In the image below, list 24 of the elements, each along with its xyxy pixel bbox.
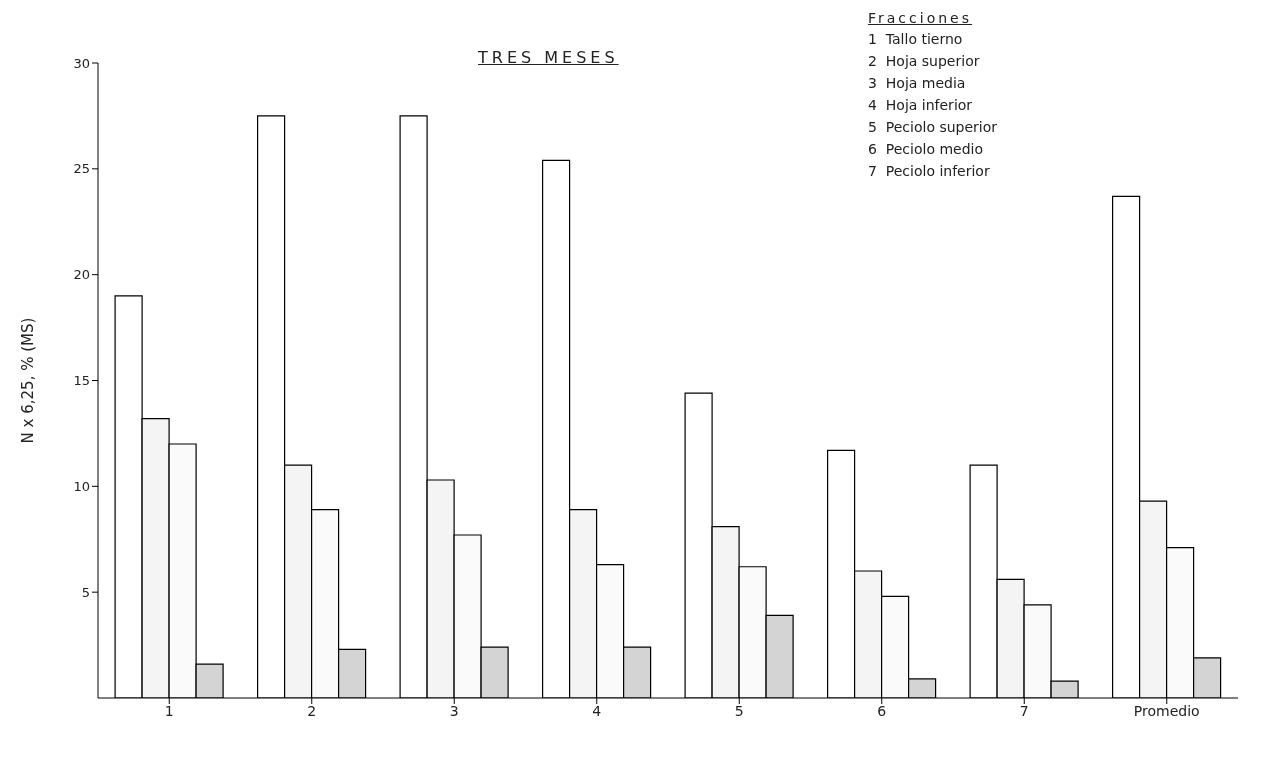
y-axis-title: N x 6,25, % (MS) xyxy=(19,317,38,444)
y-tick-label: 30 xyxy=(73,55,90,71)
x-tick-label: 4 xyxy=(592,702,602,719)
y-tick-label: 25 xyxy=(73,161,90,177)
annotation: 3 Hoja media xyxy=(868,74,967,93)
chart-title: TRES MESES xyxy=(478,48,619,67)
x-tick-label: 2 xyxy=(307,702,317,719)
text: 1 Tallo tierno xyxy=(868,30,964,49)
annotation: 2 Hoja superior xyxy=(868,52,981,71)
x-tick-label: 5 xyxy=(734,702,744,719)
annotation: 6 Peciolo medio xyxy=(868,140,984,159)
y-tick-label: 20 xyxy=(73,267,90,283)
annotation: 5 Peciolo superior xyxy=(868,118,998,137)
x-tick-label: 6 xyxy=(877,702,887,719)
y-tick-label: 15 xyxy=(73,373,90,389)
annotation: 4 Hoja inferior xyxy=(868,96,974,115)
x-tick-label: 7 xyxy=(1019,702,1029,719)
y-tick-label: 10 xyxy=(73,478,90,494)
annotation: 7 Peciolo inferior xyxy=(868,162,991,181)
legend-title: Fracciones xyxy=(868,10,973,26)
x-tick-label: 3 xyxy=(449,702,459,719)
x-tick-label: Promedio xyxy=(1133,702,1200,719)
x-tick-label: 1 xyxy=(164,702,174,719)
y-tick-label: 5 xyxy=(81,584,90,600)
